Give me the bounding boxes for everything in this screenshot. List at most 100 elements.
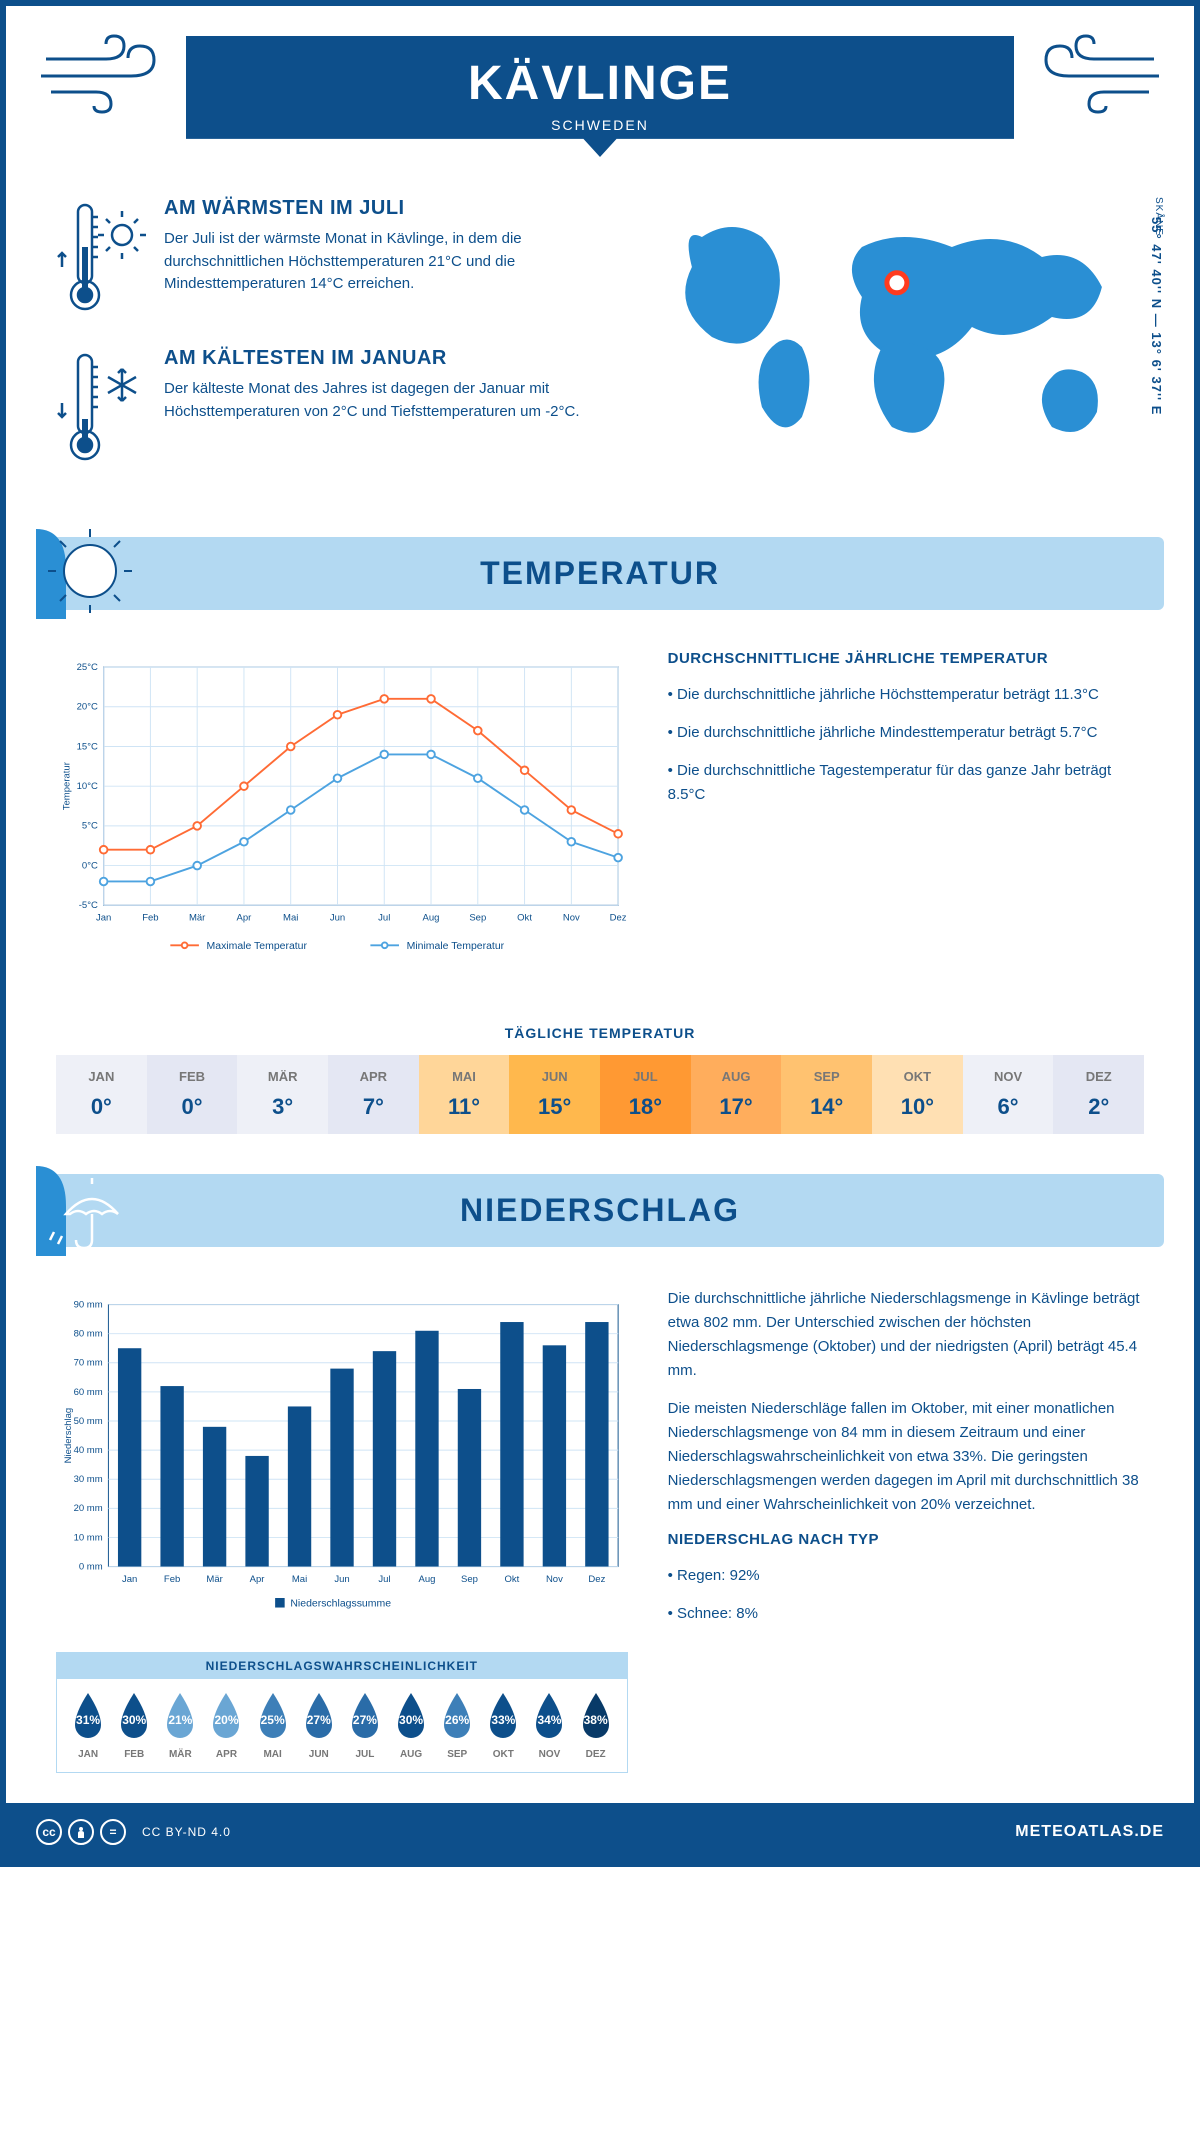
svg-text:70 mm: 70 mm xyxy=(74,1358,103,1369)
prob-month: FEB xyxy=(111,1749,157,1760)
daily-month: SEP xyxy=(785,1069,868,1084)
daily-month: DEZ xyxy=(1057,1069,1140,1084)
svg-text:Niederschlagssumme: Niederschlagssumme xyxy=(290,1599,391,1610)
daily-month: AUG xyxy=(695,1069,778,1084)
svg-text:Sep: Sep xyxy=(461,1574,478,1585)
daily-value: 14° xyxy=(785,1094,868,1120)
svg-text:20 mm: 20 mm xyxy=(74,1503,103,1514)
precip-text-1: Die durchschnittliche jährliche Niedersc… xyxy=(668,1287,1144,1383)
prob-month: OKT xyxy=(480,1749,526,1760)
coldest-text: Der kälteste Monat des Jahres ist dagege… xyxy=(164,378,610,423)
precipitation-bar-chart: 0 mm10 mm20 mm30 mm40 mm50 mm60 mm70 mm8… xyxy=(56,1287,628,1627)
svg-text:Feb: Feb xyxy=(164,1574,180,1585)
daily-value: 11° xyxy=(423,1094,506,1120)
prob-value: 27% xyxy=(307,1713,331,1727)
prob-cell: 26% SEP xyxy=(434,1691,480,1760)
daily-month: OKT xyxy=(876,1069,959,1084)
svg-text:15°C: 15°C xyxy=(77,741,98,752)
header-banner: KÄVLINGE SCHWEDEN xyxy=(186,36,1014,157)
prob-month: JUN xyxy=(296,1749,342,1760)
warmest-text: Der Juli ist der wärmste Monat in Kävlin… xyxy=(164,228,610,296)
svg-text:Jul: Jul xyxy=(378,913,390,924)
svg-text:Aug: Aug xyxy=(423,913,440,924)
prob-month: JUL xyxy=(342,1749,388,1760)
svg-text:30 mm: 30 mm xyxy=(74,1474,103,1485)
svg-text:50 mm: 50 mm xyxy=(74,1416,103,1427)
temp-info-title: DURCHSCHNITTLICHE JÄHRLICHE TEMPERATUR xyxy=(668,650,1144,667)
warmest-block: AM WÄRMSTEN IM JULI Der Juli ist der wär… xyxy=(56,197,610,317)
svg-text:5°C: 5°C xyxy=(82,821,98,832)
svg-text:Temperatur: Temperatur xyxy=(61,761,72,810)
svg-text:Feb: Feb xyxy=(142,913,158,924)
raindrop-icon: 34% xyxy=(528,1691,570,1743)
prob-cell: 27% JUN xyxy=(296,1691,342,1760)
nd-icon: = xyxy=(100,1819,126,1845)
prob-cell: 25% MAI xyxy=(250,1691,296,1760)
temperature-line-chart: -5°C0°C5°C10°C15°C20°C25°CJanFebMärAprMa… xyxy=(56,650,628,970)
prob-cell: 30%AUG xyxy=(388,1691,434,1760)
raindrop-icon: 27% xyxy=(298,1691,340,1743)
daily-value: 17° xyxy=(695,1094,778,1120)
daily-temp-title: TÄGLICHE TEMPERATUR xyxy=(6,1025,1194,1041)
svg-text:Mai: Mai xyxy=(292,1574,307,1585)
daily-temp-cell: DEZ 2° xyxy=(1053,1055,1144,1134)
daily-month: MAI xyxy=(423,1069,506,1084)
svg-text:25°C: 25°C xyxy=(77,662,98,673)
prob-value: 26% xyxy=(445,1713,469,1727)
prob-cell: 21%MÄR xyxy=(157,1691,203,1760)
precip-title: NIEDERSCHLAG xyxy=(36,1192,1164,1229)
thermometer-hot-icon xyxy=(56,197,146,317)
svg-text:Jan: Jan xyxy=(96,913,111,924)
raindrop-icon: 20% xyxy=(205,1691,247,1743)
prob-value: 20% xyxy=(214,1713,238,1727)
daily-month: JUN xyxy=(513,1069,596,1084)
daily-value: 3° xyxy=(241,1094,324,1120)
prob-month: JAN xyxy=(65,1749,111,1760)
cc-icon: cc xyxy=(36,1819,62,1845)
daily-month: JUL xyxy=(604,1069,687,1084)
page-title: KÄVLINGE xyxy=(226,56,974,111)
brand-label: METEOATLAS.DE xyxy=(1015,1823,1164,1841)
svg-text:90 mm: 90 mm xyxy=(74,1299,103,1310)
svg-text:-5°C: -5°C xyxy=(79,900,98,911)
svg-text:Mai: Mai xyxy=(283,913,298,924)
svg-text:Dez: Dez xyxy=(588,1574,605,1585)
daily-value: 10° xyxy=(876,1094,959,1120)
daily-value: 0° xyxy=(151,1094,234,1120)
license-block: cc = CC BY-ND 4.0 xyxy=(36,1819,231,1845)
svg-text:0 mm: 0 mm xyxy=(79,1561,103,1572)
daily-temp-cell: MAI 11° xyxy=(419,1055,510,1134)
daily-value: 2° xyxy=(1057,1094,1140,1120)
raindrop-icon: 25% xyxy=(252,1691,294,1743)
daily-temp-cell: SEP 14° xyxy=(781,1055,872,1134)
svg-text:Jul: Jul xyxy=(378,1574,390,1585)
svg-text:0°C: 0°C xyxy=(82,860,98,871)
precip-section-header: NIEDERSCHLAG xyxy=(36,1174,1164,1247)
coldest-title: AM KÄLTESTEN IM JANUAR xyxy=(164,347,610,370)
thermometer-cold-icon xyxy=(56,347,146,467)
temp-info-bullet: • Die durchschnittliche Tagestemperatur … xyxy=(668,759,1144,807)
daily-month: NOV xyxy=(967,1069,1050,1084)
svg-text:Okt: Okt xyxy=(505,1574,520,1585)
raindrop-icon: 33% xyxy=(482,1691,524,1743)
temperature-title: TEMPERATUR xyxy=(36,555,1164,592)
coldest-block: AM KÄLTESTEN IM JANUAR Der kälteste Mona… xyxy=(56,347,610,467)
svg-text:Apr: Apr xyxy=(237,913,253,924)
daily-month: FEB xyxy=(151,1069,234,1084)
prob-month: SEP xyxy=(434,1749,480,1760)
svg-text:Nov: Nov xyxy=(563,913,580,924)
daily-value: 15° xyxy=(513,1094,596,1120)
license-text: CC BY-ND 4.0 xyxy=(142,1825,231,1839)
svg-text:10°C: 10°C xyxy=(77,781,98,792)
prob-cell: 31%JAN xyxy=(65,1691,111,1760)
svg-text:Apr: Apr xyxy=(250,1574,266,1585)
raindrop-icon: 38% xyxy=(575,1691,617,1743)
svg-text:Okt: Okt xyxy=(517,913,532,924)
raindrop-icon: 27% xyxy=(344,1691,386,1743)
daily-month: APR xyxy=(332,1069,415,1084)
prob-month: MAI xyxy=(250,1749,296,1760)
prob-cell: 30%FEB xyxy=(111,1691,157,1760)
svg-text:Dez: Dez xyxy=(610,913,627,924)
daily-temp-cell: OKT 10° xyxy=(872,1055,963,1134)
daily-month: JAN xyxy=(60,1069,143,1084)
